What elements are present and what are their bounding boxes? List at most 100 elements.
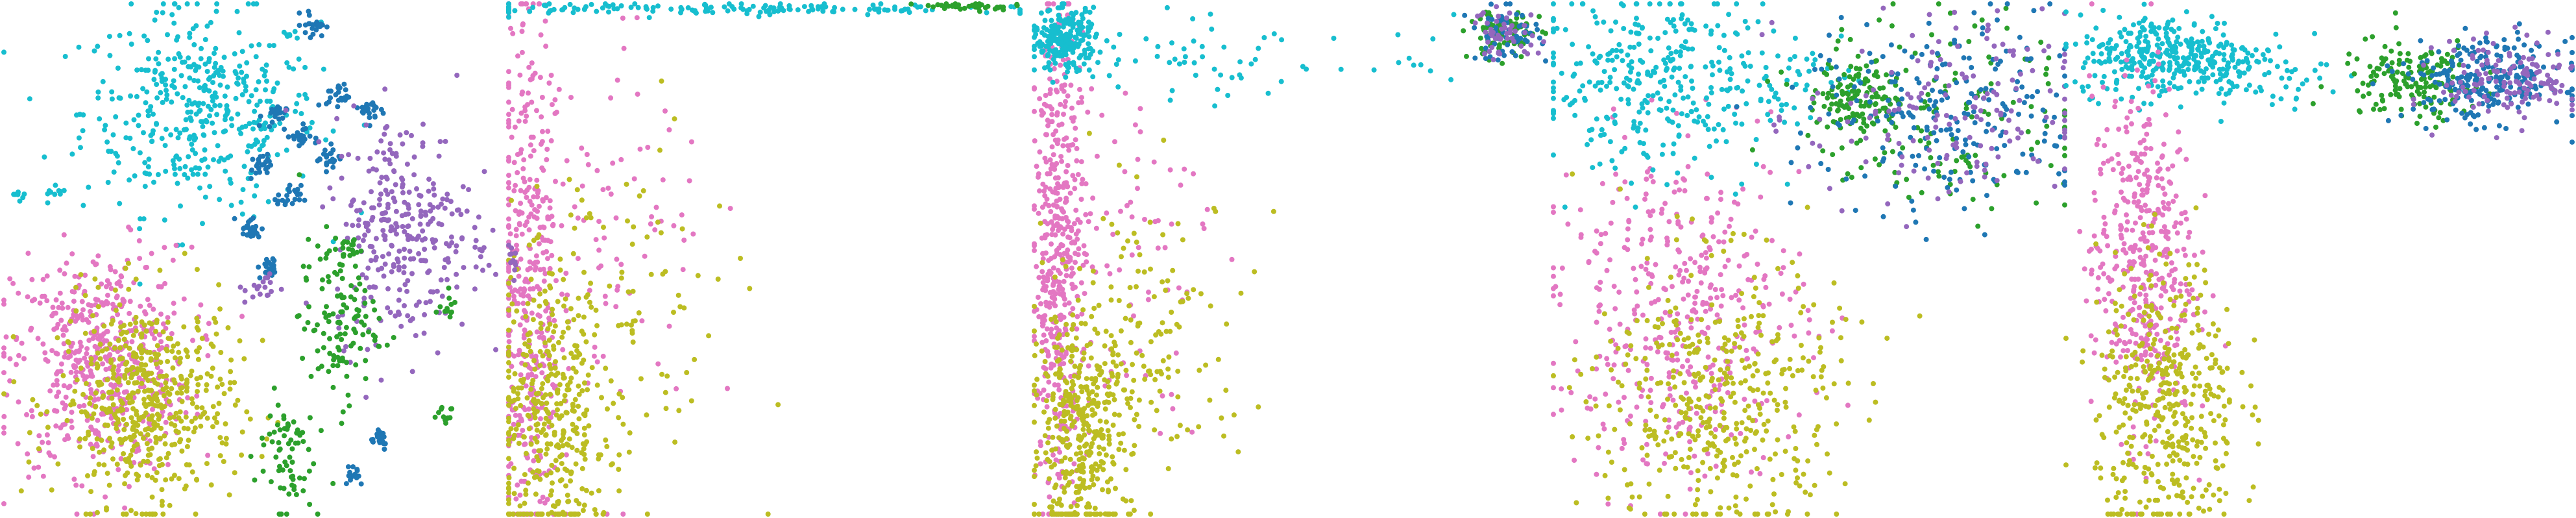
data-point bbox=[1089, 21, 1095, 27]
data-point bbox=[270, 107, 276, 113]
data-point bbox=[343, 87, 348, 93]
data-point bbox=[1063, 351, 1069, 357]
data-point bbox=[78, 365, 84, 371]
data-point bbox=[738, 1, 744, 6]
data-point bbox=[171, 414, 176, 420]
data-point bbox=[1132, 443, 1137, 449]
data-point bbox=[1134, 240, 1139, 245]
data-point bbox=[275, 104, 280, 110]
data-point bbox=[134, 380, 140, 386]
data-point bbox=[663, 406, 669, 412]
data-point bbox=[260, 338, 265, 343]
data-point bbox=[1064, 393, 1070, 399]
data-point bbox=[1036, 275, 1042, 280]
data-point bbox=[537, 476, 543, 482]
data-point bbox=[109, 395, 115, 401]
data-point bbox=[284, 193, 290, 199]
data-point bbox=[307, 125, 313, 131]
data-point bbox=[556, 339, 561, 345]
data-point bbox=[562, 393, 568, 399]
data-point bbox=[1075, 228, 1081, 234]
data-point bbox=[114, 426, 119, 432]
data-point bbox=[232, 402, 238, 408]
data-point bbox=[516, 347, 522, 353]
data-point bbox=[681, 238, 687, 243]
data-point bbox=[565, 442, 571, 448]
data-point bbox=[171, 1, 177, 6]
data-point bbox=[506, 266, 511, 272]
data-point bbox=[1100, 467, 1106, 473]
data-point bbox=[136, 123, 141, 129]
data-point bbox=[83, 380, 89, 386]
data-point bbox=[581, 357, 587, 363]
data-point bbox=[579, 197, 585, 203]
data-point bbox=[1043, 299, 1049, 305]
data-point bbox=[441, 414, 446, 420]
data-point bbox=[431, 192, 437, 198]
data-point bbox=[435, 350, 441, 356]
data-point bbox=[634, 15, 640, 21]
data-point bbox=[594, 359, 600, 365]
data-point bbox=[130, 419, 136, 425]
data-point bbox=[178, 390, 184, 396]
data-point bbox=[1118, 328, 1124, 334]
data-point bbox=[994, 5, 1000, 10]
data-point bbox=[1503, 1, 1509, 7]
data-point bbox=[333, 236, 339, 241]
data-point bbox=[298, 182, 304, 188]
data-point bbox=[36, 446, 42, 452]
data-point bbox=[205, 164, 211, 170]
data-point bbox=[1060, 401, 1065, 406]
data-point bbox=[524, 512, 530, 517]
data-point bbox=[1065, 93, 1071, 99]
data-point bbox=[430, 181, 436, 187]
data-point bbox=[55, 321, 61, 327]
data-point bbox=[73, 318, 79, 324]
data-point bbox=[265, 292, 271, 298]
data-point bbox=[1067, 21, 1073, 27]
data-point bbox=[216, 401, 222, 406]
data-point bbox=[1049, 232, 1055, 238]
data-point bbox=[1081, 350, 1087, 356]
data-point bbox=[428, 219, 433, 224]
data-point bbox=[141, 458, 147, 464]
data-point bbox=[747, 286, 753, 291]
data-point bbox=[601, 225, 606, 230]
data-point bbox=[555, 299, 561, 304]
data-point bbox=[66, 385, 71, 391]
data-point bbox=[160, 329, 166, 335]
data-point bbox=[335, 314, 341, 320]
data-point bbox=[282, 433, 287, 439]
data-point bbox=[105, 292, 110, 298]
data-point bbox=[1014, 1, 1020, 7]
data-point bbox=[1108, 297, 1114, 303]
data-point bbox=[25, 294, 30, 300]
data-point bbox=[541, 426, 546, 432]
data-point bbox=[520, 21, 526, 27]
data-point bbox=[522, 118, 528, 124]
data-point bbox=[1060, 257, 1065, 263]
data-point bbox=[594, 167, 600, 173]
data-point bbox=[447, 314, 453, 320]
data-point bbox=[476, 214, 481, 220]
data-point bbox=[1065, 163, 1071, 168]
data-point bbox=[200, 101, 206, 106]
data-point bbox=[131, 460, 137, 465]
data-point bbox=[694, 10, 699, 16]
data-point bbox=[596, 247, 602, 253]
data-point bbox=[477, 247, 483, 253]
data-point bbox=[319, 33, 324, 39]
data-point bbox=[544, 473, 550, 478]
data-point bbox=[1095, 330, 1100, 336]
data-point bbox=[1054, 501, 1060, 507]
data-point bbox=[717, 203, 722, 209]
data-point bbox=[572, 354, 577, 360]
data-point bbox=[330, 147, 336, 153]
data-point bbox=[1118, 440, 1124, 446]
data-point bbox=[1331, 36, 1337, 41]
data-point bbox=[274, 80, 280, 86]
data-point bbox=[448, 301, 454, 307]
data-point bbox=[1075, 395, 1081, 401]
data-point bbox=[542, 288, 548, 294]
data-point bbox=[414, 186, 419, 191]
